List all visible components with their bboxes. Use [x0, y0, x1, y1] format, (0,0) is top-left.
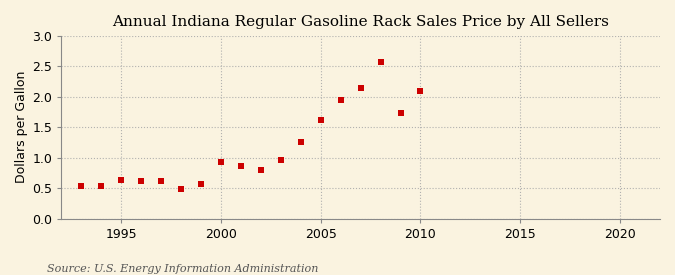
Point [255, 168, 266, 172]
Point [156, 179, 167, 183]
Title: Annual Indiana Regular Gasoline Rack Sales Price by All Sellers: Annual Indiana Regular Gasoline Rack Sal… [112, 15, 609, 29]
Point [355, 85, 366, 90]
Point [415, 89, 426, 93]
Point [115, 177, 126, 182]
Point [196, 182, 207, 186]
Point [315, 118, 326, 122]
Point [136, 179, 146, 183]
Point [395, 111, 406, 116]
Y-axis label: Dollars per Gallon: Dollars per Gallon [15, 71, 28, 183]
Point [176, 187, 186, 191]
Point [375, 60, 386, 64]
Point [275, 157, 286, 162]
Point [215, 160, 226, 164]
Point [296, 140, 306, 144]
Point [236, 163, 246, 168]
Text: Source: U.S. Energy Information Administration: Source: U.S. Energy Information Administ… [47, 264, 319, 274]
Point [335, 98, 346, 103]
Point [96, 184, 107, 188]
Point [76, 184, 86, 189]
